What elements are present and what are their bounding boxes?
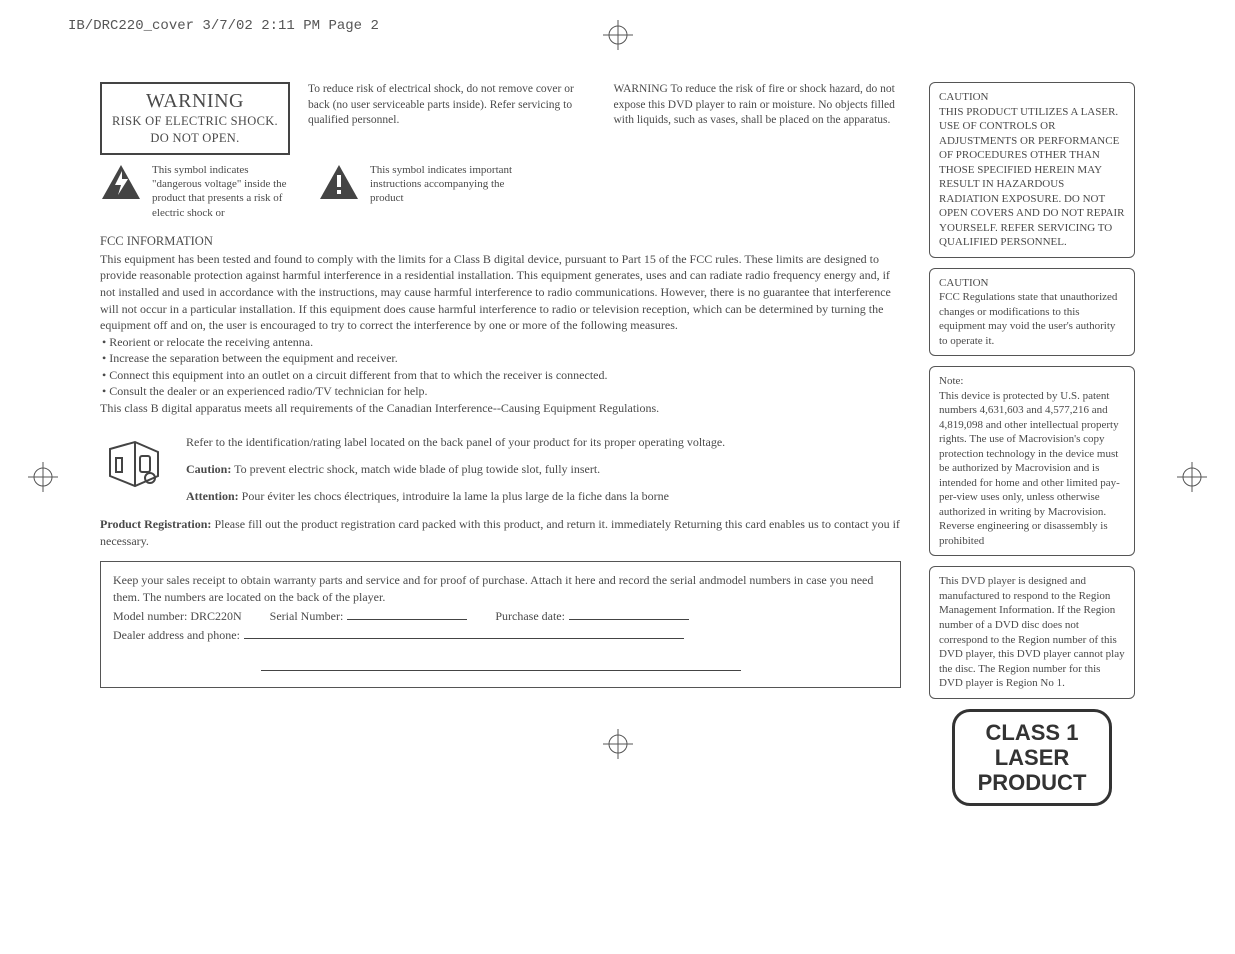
warning-title: WARNING: [112, 90, 278, 113]
plug-voltage-text: Refer to the identification/rating label…: [186, 434, 901, 451]
fire-notice: WARNING To reduce the risk of fire or sh…: [614, 82, 902, 129]
voltage-icon: [100, 163, 142, 203]
plug-icon: [100, 434, 168, 494]
receipt-intro: Keep your sales receipt to obtain warran…: [113, 572, 888, 606]
serial-number-field[interactable]: Serial Number:: [270, 608, 468, 625]
warning-line1: RISK OF ELECTRIC SHOCK.: [112, 113, 278, 130]
dealer-line2[interactable]: [261, 659, 741, 671]
warning-box: WARNING RISK OF ELECTRIC SHOCK. DO NOT O…: [100, 82, 290, 155]
note-patent-box: Note: This device is protected by U.S. p…: [929, 366, 1135, 556]
fcc-heading: FCC INFORMATION: [100, 234, 901, 249]
caution-laser-box: CAUTION THIS PRODUCT UTILIZES A LASER. U…: [929, 82, 1135, 258]
instruction-text: This symbol indicates important instruct…: [370, 163, 528, 206]
fcc-b1: • Reorient or relocate the receiving ant…: [100, 334, 901, 351]
dealer-field[interactable]: Dealer address and phone:: [113, 627, 684, 644]
fcc-b3: • Connect this equipment into an outlet …: [100, 367, 901, 384]
fcc-p1: This equipment has been tested and found…: [100, 251, 901, 334]
fcc-b4: • Consult the dealer or an experienced r…: [100, 383, 901, 400]
plug-caution: Caution: To prevent electric shock, matc…: [186, 461, 901, 478]
voltage-text: This symbol indicates "dangerous voltage…: [152, 163, 300, 220]
fcc-b2: • Increase the separation between the eq…: [100, 350, 901, 367]
crop-mark-left: [28, 462, 58, 492]
plug-attention: Attention: Pour éviter les chocs électri…: [186, 488, 901, 505]
warning-line2: DO NOT OPEN.: [112, 130, 278, 147]
fcc-p2: This class B digital apparatus meets all…: [100, 400, 901, 417]
purchase-date-field[interactable]: Purchase date:: [495, 608, 689, 625]
page-header: IB/DRC220_cover 3/7/02 2:11 PM Page 2: [68, 18, 379, 34]
shock-notice: To reduce risk of electrical shock, do n…: [308, 82, 596, 129]
crop-mark-right: [1177, 462, 1207, 492]
caution-fcc-box: CAUTION FCC Regulations state that unaut…: [929, 268, 1135, 357]
region-box: This DVD player is designed and manufact…: [929, 566, 1135, 698]
class1-laser-label: CLASS 1 LASER PRODUCT: [952, 709, 1112, 807]
receipt-box: Keep your sales receipt to obtain warran…: [100, 561, 901, 688]
model-number: Model number: DRC220N: [113, 608, 242, 625]
crop-mark-top: [603, 20, 633, 50]
exclamation-icon: [318, 163, 360, 203]
product-registration: Product Registration: Please fill out th…: [100, 516, 901, 549]
